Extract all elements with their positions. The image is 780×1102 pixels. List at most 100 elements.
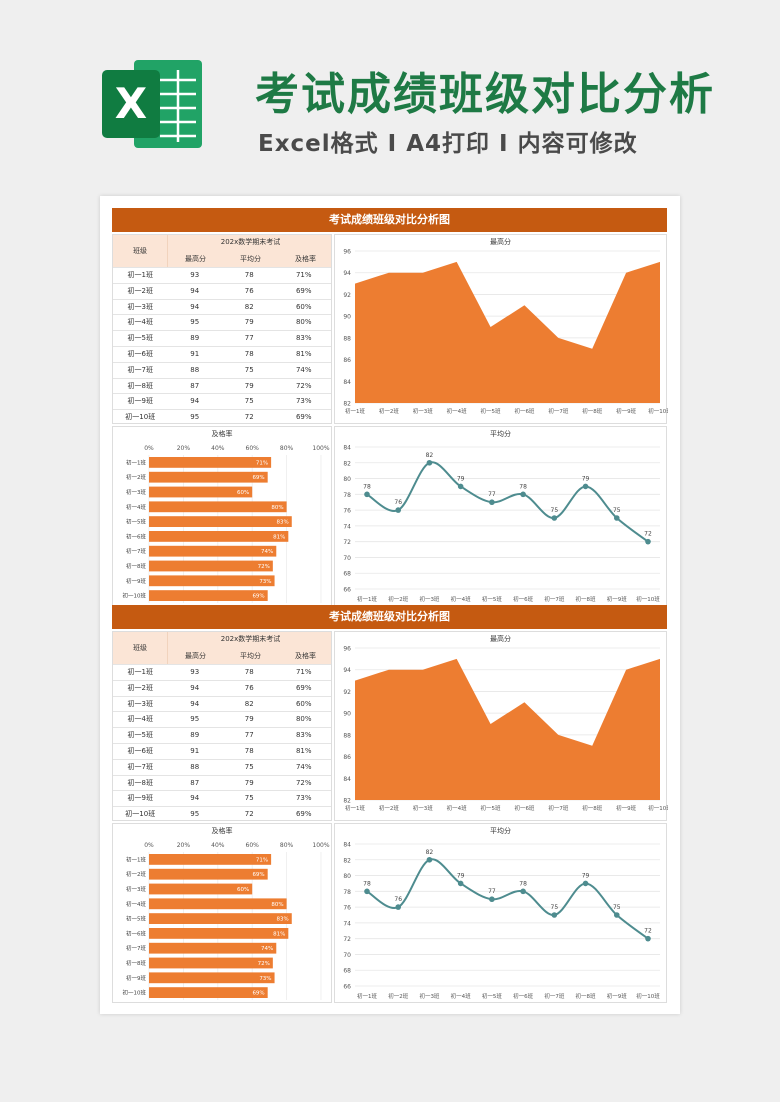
table-row: 初一6班 91 78 81% xyxy=(113,742,331,759)
table-cell: 初一10班 xyxy=(125,413,156,422)
table-row: 初一4班 95 79 80% xyxy=(113,711,331,727)
y-tick-label: 84 xyxy=(343,445,351,452)
table-cell: 69% xyxy=(295,810,312,819)
x-tick-label: 初一10班 xyxy=(648,407,668,415)
table-body: 初一1班 93 78 71% 初一2班 94 76 69% 初一3班 94 82 60% 初一4班 95 7… xyxy=(113,267,331,425)
analysis-block: 考试成绩班级对比分析图 班级 202x数学期末考试 最高分 平均分 及格率 初一… xyxy=(112,605,672,1003)
table-cell: 初一9班 xyxy=(127,794,153,803)
y-tick-label: 90 xyxy=(343,711,351,718)
pass-rate-chart: 及格率 0% 20% 40% 60% 80% 100% 71% 初一1班 69% 初一2班 60% 初… xyxy=(112,426,332,606)
y-tick-label: 82 xyxy=(343,401,351,408)
table-cell: 初一7班 xyxy=(127,762,153,771)
max-score-chart: 最高分 82 84 86 88 90 92 94 96 初一1班 初一2班 初一3班 初一4班 初一5班… xyxy=(334,234,672,424)
table-cell: 69% xyxy=(295,683,312,692)
x-tick-label: 初一8班 xyxy=(582,804,602,812)
y-tick-label: 初一7班 xyxy=(126,547,146,555)
x-tick-label: 初一9班 xyxy=(616,804,636,812)
bar xyxy=(149,575,275,587)
chart-title: 及格率 xyxy=(211,827,233,835)
bar-value-label: 60% xyxy=(237,887,249,893)
bar xyxy=(149,560,273,572)
bar-value-label: 74% xyxy=(261,946,273,952)
table-row: 初一2班 94 76 69% xyxy=(113,679,331,696)
x-tick-label: 初一6班 xyxy=(514,804,534,812)
y-tick-label: 88 xyxy=(343,335,351,342)
table-cell: 91 xyxy=(190,746,200,755)
x-tick-label: 0% xyxy=(144,842,154,849)
x-tick-label: 初一7班 xyxy=(544,595,564,603)
table-cell: 95 xyxy=(190,318,200,327)
table-cell: 初一2班 xyxy=(127,683,153,692)
bar-value-label: 73% xyxy=(259,976,271,982)
area-series xyxy=(355,261,660,403)
table-header: 班级 202x数学期末考试 最高分 平均分 及格率 xyxy=(113,632,331,664)
table-cell: 初一10班 xyxy=(125,810,156,819)
table-cell: 94 xyxy=(190,699,200,708)
data-point xyxy=(426,459,433,466)
x-tick-label: 初一4班 xyxy=(451,595,471,603)
data-point xyxy=(457,483,464,490)
data-label: 79 xyxy=(582,872,590,879)
y-tick-label: 初一3班 xyxy=(126,885,146,893)
x-tick-label: 初一10班 xyxy=(648,804,668,812)
table-cell: 初一8班 xyxy=(127,778,153,787)
spreadsheet-preview: 考试成绩班级对比分析图 班级 202x数学期末考试 最高分 平均分 及格率 初一… xyxy=(100,196,680,1014)
y-tick-label: 80 xyxy=(343,476,351,483)
table-cell: 72% xyxy=(295,778,312,787)
table-body: 初一1班 93 78 71% 初一2班 94 76 69% 初一3班 94 82 60% 初一4班 95 7… xyxy=(113,664,331,822)
table-cell: 初一6班 xyxy=(127,349,153,358)
table-cell: 87 xyxy=(190,778,200,787)
data-point xyxy=(364,491,370,498)
block-title: 考试成绩班级对比分析图 xyxy=(112,208,667,232)
data-point xyxy=(613,515,620,521)
data-label: 82 xyxy=(426,849,434,856)
area-series xyxy=(355,658,660,800)
x-tick-label: 初一3班 xyxy=(413,407,433,415)
x-tick-label: 初一1班 xyxy=(345,407,365,415)
data-point xyxy=(551,912,558,918)
x-tick-label: 初一4班 xyxy=(447,407,467,415)
table-cell: 88 xyxy=(190,762,200,771)
y-tick-label: 66 xyxy=(343,587,351,594)
x-tick-label: 初一8班 xyxy=(582,407,602,415)
excel-logo-icon: X xyxy=(102,60,202,148)
data-label: 75 xyxy=(551,904,559,911)
y-tick-label: 66 xyxy=(343,984,351,991)
bar-value-label: 69% xyxy=(252,872,264,878)
table-cell: 78 xyxy=(244,349,254,358)
table-header: 班级 202x数学期末考试 最高分 平均分 及格率 xyxy=(113,235,331,267)
table-cell: 79 xyxy=(244,381,254,390)
x-tick-label: 初一2班 xyxy=(379,407,399,415)
x-tick-label: 80% xyxy=(280,445,294,452)
x-tick-label: 初一4班 xyxy=(451,992,471,1000)
chart-title: 平均分 xyxy=(490,827,511,835)
table-row: 初一5班 89 77 83% xyxy=(113,727,331,743)
x-tick-label: 20% xyxy=(177,445,191,452)
x-tick-label: 初一9班 xyxy=(616,407,636,415)
bar-value-label: 69% xyxy=(252,475,264,481)
y-tick-label: 88 xyxy=(343,732,351,739)
table-cell: 77 xyxy=(244,334,254,343)
table-cell: 初一9班 xyxy=(127,397,153,406)
bar-value-label: 81% xyxy=(273,931,285,937)
x-tick-label: 初一7班 xyxy=(548,804,568,812)
table-row: 初一9班 94 75 73% xyxy=(113,790,331,806)
y-tick-label: 初一2班 xyxy=(126,870,146,878)
y-tick-label: 初一7班 xyxy=(126,944,146,952)
bar-value-label: 80% xyxy=(271,505,283,511)
table-cell: 79 xyxy=(244,318,254,327)
max-score-chart: 最高分 82 84 86 88 90 92 94 96 初一1班 初一2班 初一3班 初一4班 初一5班… xyxy=(334,631,672,821)
y-tick-label: 初一4班 xyxy=(126,503,146,511)
x-tick-label: 初一8班 xyxy=(576,992,596,1000)
y-tick-label: 初一5班 xyxy=(126,915,146,923)
y-tick-label: 78 xyxy=(343,889,351,896)
y-tick-label: 84 xyxy=(343,379,351,386)
table-cell: 76 xyxy=(244,683,254,692)
y-tick-label: 初一2班 xyxy=(126,473,146,481)
bar xyxy=(149,913,292,924)
table-cell: 94 xyxy=(190,683,200,692)
table-row: 初一2班 94 76 69% xyxy=(113,282,331,299)
x-tick-label: 初一9班 xyxy=(607,595,627,603)
y-tick-label: 初一8班 xyxy=(126,959,146,967)
avg-score-chart: 平均分 66 68 70 72 74 76 78 80 82 84 78 初一1班 76 初一2班 82 初一… xyxy=(334,823,667,1003)
